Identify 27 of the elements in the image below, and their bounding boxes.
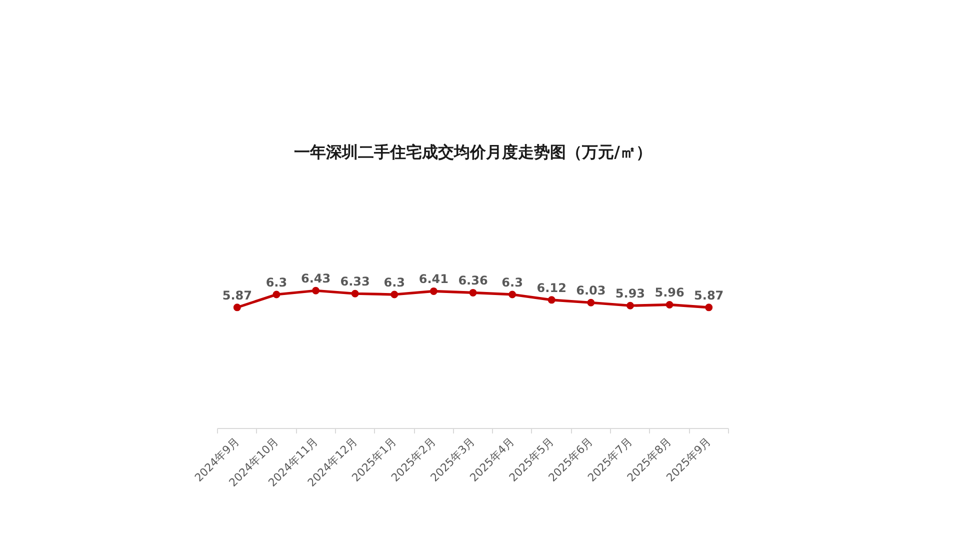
data-label: 6.3 [266, 276, 288, 290]
point [705, 304, 713, 312]
data-label: 6.03 [576, 284, 606, 298]
point [233, 304, 241, 312]
data-label: 5.87 [694, 288, 724, 302]
data-label: 6.3 [502, 276, 523, 290]
point [351, 290, 359, 298]
data-label: 5.96 [654, 286, 684, 300]
data-label: 5.93 [615, 286, 646, 301]
point [469, 288, 477, 296]
point [312, 286, 320, 294]
data-label: 6.41 [418, 272, 448, 286]
data-label: 6.36 [458, 274, 488, 288]
point [390, 290, 398, 298]
data-label: 6.3 [384, 276, 406, 290]
point [626, 302, 634, 310]
chart-title: 一年深圳二手住宅成交均价月度走势图（万元/㎡） [294, 142, 652, 162]
data-label: 6.12 [536, 280, 566, 295]
data-label: 6.33 [340, 274, 370, 289]
point [548, 296, 556, 304]
point [508, 290, 516, 298]
point [272, 290, 280, 298]
data-label: 6.43 [300, 272, 331, 286]
data-label: 5.87 [222, 288, 252, 302]
point [666, 300, 674, 308]
point [430, 287, 438, 295]
point [587, 298, 595, 306]
